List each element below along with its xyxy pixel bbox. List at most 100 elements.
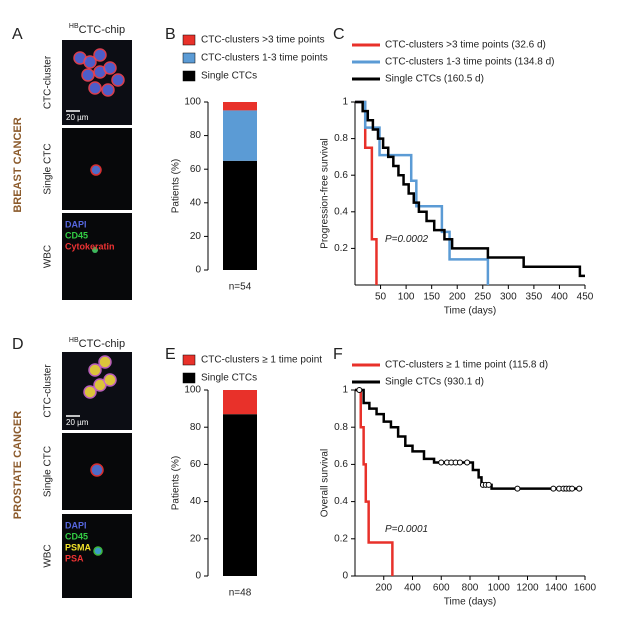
censor-mark xyxy=(438,459,445,466)
survival-line xyxy=(355,100,585,278)
legend-swatch xyxy=(182,70,196,82)
row-label: Single CTC xyxy=(43,143,54,194)
title-sup: HB xyxy=(69,337,79,344)
bar-segment xyxy=(223,160,257,270)
panel-title: HBCTC-chip xyxy=(69,337,125,350)
cell xyxy=(83,55,97,69)
x-axis-label: Time (days) xyxy=(444,306,496,317)
y-tick-label: 0.2 xyxy=(334,243,348,254)
legend-label: CTC-clusters 1-3 time points xyxy=(201,53,328,64)
cell xyxy=(101,83,115,97)
cell xyxy=(93,48,107,62)
x-tick-label: 1200 xyxy=(516,583,539,594)
cell xyxy=(88,81,102,95)
y-tick-label: 0 xyxy=(195,265,201,276)
censor-mark xyxy=(356,387,363,393)
x-tick-label: 200 xyxy=(375,583,392,594)
y-tick-label: 20 xyxy=(190,533,202,544)
y-tick-label: 100 xyxy=(184,97,201,108)
x-axis-label: Time (days) xyxy=(444,597,496,608)
bar-segment xyxy=(223,102,257,111)
legend-swatch xyxy=(182,372,196,384)
stain-label: Cytokeratin xyxy=(65,241,115,251)
y-tick-label: 80 xyxy=(190,422,202,433)
annotation: P=0.0001 xyxy=(385,524,428,535)
side-label: BREAST CANCER xyxy=(12,117,24,212)
panel-label: D xyxy=(12,336,24,353)
cell xyxy=(81,68,95,82)
y-tick-label: 1 xyxy=(342,385,348,396)
panel-title: HBCTC-chip xyxy=(69,23,125,36)
cell xyxy=(103,373,117,387)
annotation: P=0.0002 xyxy=(385,234,429,245)
y-tick-label: 20 xyxy=(190,231,202,242)
y-tick-label: 60 xyxy=(190,459,202,470)
x-tick-label: 150 xyxy=(423,292,440,303)
y-axis-label: Patients (%) xyxy=(171,456,182,510)
legend-label: Single CTCs xyxy=(201,373,257,384)
x-tick-label: 600 xyxy=(433,583,450,594)
bar-segment xyxy=(223,110,257,161)
x-tick-label: 300 xyxy=(500,292,517,303)
y-tick-label: 100 xyxy=(184,385,201,396)
y-tick-label: 0.8 xyxy=(334,133,348,144)
legend-swatch xyxy=(182,34,196,46)
censor-mark xyxy=(569,485,576,492)
cell xyxy=(92,247,98,253)
y-axis-label: Patients (%) xyxy=(171,159,182,213)
row-label: WBC xyxy=(43,544,54,567)
legend-label: Single CTCs (930.1 d) xyxy=(385,377,484,388)
legend-label: CTC-clusters ≥ 1 time point xyxy=(201,355,322,366)
stain-label: PSMA xyxy=(65,542,92,552)
y-tick-label: 80 xyxy=(190,130,202,141)
cell xyxy=(93,546,103,556)
side-label: PROSTATE CANCER xyxy=(12,411,24,519)
title-text: CTC-chip xyxy=(79,338,125,350)
x-tick-label: 400 xyxy=(404,583,421,594)
y-tick-label: 0 xyxy=(195,571,201,582)
y-axis-label: Overall survival xyxy=(320,449,331,517)
y-axis-label: Progression-free survival xyxy=(320,138,331,249)
y-tick-label: 0.6 xyxy=(334,170,348,181)
y-tick-label: 0.8 xyxy=(334,422,348,433)
panel-label: C xyxy=(333,26,345,43)
legend-label: CTC-clusters 1-3 time points (134.8 d) xyxy=(385,57,555,68)
y-tick-label: 40 xyxy=(190,496,202,507)
y-tick-label: 1 xyxy=(342,97,348,108)
cell xyxy=(88,363,102,377)
censor-mark xyxy=(485,481,492,488)
micrograph xyxy=(62,213,132,300)
scale-label: 20 µm xyxy=(66,418,89,427)
x-tick-label: 350 xyxy=(526,292,543,303)
legend-swatch xyxy=(182,354,196,366)
x-tick-label: 450 xyxy=(577,292,594,303)
censor-mark xyxy=(576,485,583,492)
cell xyxy=(103,61,117,75)
cell xyxy=(83,385,97,399)
x-tick-label: 1000 xyxy=(488,583,511,594)
x-tick-label: 800 xyxy=(462,583,479,594)
legend-swatch xyxy=(182,52,196,64)
censor-mark xyxy=(550,485,557,492)
y-tick-label: 0.4 xyxy=(334,496,348,507)
x-tick-label: 50 xyxy=(375,292,387,303)
legend-label: Single CTCs xyxy=(201,71,257,82)
title-text: CTC-chip xyxy=(79,24,125,36)
panel-label: E xyxy=(165,346,176,363)
legend-label: CTC-clusters >3 time points (32.6 d) xyxy=(385,40,546,51)
x-tick-label: n=54 xyxy=(229,282,252,293)
y-tick-label: 0.6 xyxy=(334,459,348,470)
y-tick-label: 0 xyxy=(342,571,348,582)
panel-label: F xyxy=(333,346,343,363)
x-tick-label: 200 xyxy=(449,292,466,303)
legend-label: CTC-clusters >3 time points xyxy=(201,35,325,46)
x-tick-label: 1400 xyxy=(545,583,568,594)
micrograph xyxy=(62,514,132,598)
x-tick-label: 1600 xyxy=(574,583,597,594)
survival-line xyxy=(355,388,394,576)
y-tick-label: 0.2 xyxy=(334,533,348,544)
censor-mark xyxy=(456,459,463,466)
panel-label: A xyxy=(12,26,23,43)
bar-segment xyxy=(223,414,257,576)
stain-label: PSA xyxy=(65,553,84,563)
